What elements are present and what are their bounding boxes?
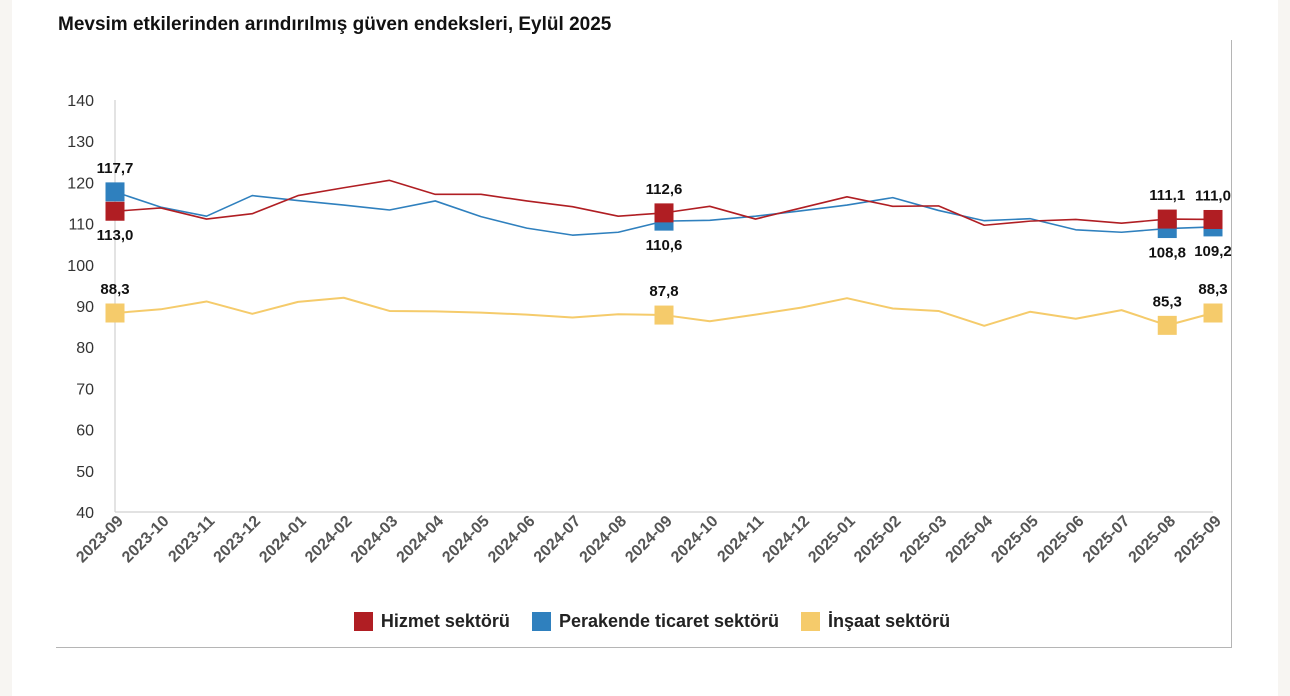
x-tick-label-2024-05: 2024-05	[439, 513, 493, 567]
decorative-border-left	[0, 0, 12, 696]
marker-hizmet-2025-08	[1157, 209, 1177, 229]
y-tick-label-60: 60	[76, 423, 94, 440]
marker-insaat-2023-09	[105, 303, 125, 323]
data-label-insaat-2025-09: 88,3	[1198, 281, 1227, 298]
decorative-border-right	[1278, 0, 1290, 696]
legend-item-hizmet[interactable]: Hizmet sektörü	[353, 611, 510, 632]
x-tick-label-2023-12: 2023-12	[211, 513, 265, 567]
x-tick-label-2025-07: 2025-07	[1080, 513, 1134, 567]
x-tick-label-2025-01: 2025-01	[805, 513, 859, 567]
y-tick-label-90: 90	[76, 299, 94, 316]
y-tick-label-110: 110	[68, 217, 94, 234]
x-tick-label-2024-06: 2024-06	[485, 513, 539, 567]
legend-label-perakende: Perakende ticaret sektörü	[558, 611, 780, 631]
x-tick-label-2025-08: 2025-08	[1126, 513, 1180, 567]
legend-label-hizmet: Hizmet sektörü	[380, 611, 510, 631]
x-tick-label-2025-04: 2025-04	[943, 513, 997, 567]
data-label-perakende-2025-09: 109,2	[1194, 243, 1232, 260]
x-tick-label-2025-09: 2025-09	[1171, 513, 1225, 567]
x-tick-label-2023-10: 2023-10	[119, 513, 173, 567]
x-tick-label-2024-10: 2024-10	[668, 513, 722, 567]
y-tick-label-50: 50	[76, 464, 94, 481]
chart-frame	[56, 40, 1232, 648]
data-label-perakende-2023-09: 117,7	[97, 160, 134, 177]
x-tick-label-2024-07: 2024-07	[531, 513, 585, 567]
x-tick-label-2024-11: 2024-11	[714, 513, 767, 566]
x-tick-label-2025-06: 2025-06	[1034, 513, 1088, 567]
chart-title: Mevsim etkilerinden arındırılmış güven e…	[58, 14, 612, 35]
legend: Hizmet sektörü Perakende ticaret sektörü…	[0, 611, 1290, 632]
y-tick-label-70: 70	[76, 381, 94, 398]
marker-insaat-2025-08	[1157, 315, 1177, 335]
x-tick-label-2025-05: 2025-05	[988, 513, 1042, 567]
marker-insaat-2024-09	[654, 305, 674, 325]
marker-insaat-2025-09	[1203, 303, 1223, 323]
y-tick-label-140: 140	[67, 93, 94, 110]
y-tick-label-80: 80	[76, 340, 94, 357]
legend-swatch-hizmet	[353, 612, 373, 631]
y-tick-label-120: 120	[67, 175, 94, 192]
x-tick-label-2024-03: 2024-03	[348, 513, 402, 567]
x-tick-label-2024-02: 2024-02	[302, 513, 356, 567]
data-label-insaat-2024-09: 87,8	[649, 283, 678, 300]
y-tick-label-40: 40	[76, 505, 94, 522]
x-tick-label-2025-03: 2025-03	[897, 513, 951, 567]
x-tick-label-2024-08: 2024-08	[577, 513, 631, 567]
data-label-hizmet-2025-09: 111,0	[1195, 187, 1231, 204]
legend-swatch-perakende	[531, 612, 551, 631]
data-label-perakende-2024-09: 110,6	[646, 237, 683, 254]
marker-perakende-2023-09	[105, 182, 125, 202]
x-tick-label-2024-04: 2024-04	[394, 513, 448, 567]
legend-swatch-insaat	[801, 612, 821, 631]
y-tick-label-100: 100	[67, 258, 94, 275]
data-label-hizmet-2024-09: 112,6	[646, 181, 683, 198]
x-tick-label-2025-02: 2025-02	[851, 513, 905, 567]
marker-hizmet-2025-09	[1203, 209, 1223, 229]
marker-hizmet-2023-09	[105, 201, 125, 221]
marker-hizmet-2024-09	[654, 203, 674, 223]
data-label-insaat-2025-08: 85,3	[1153, 293, 1182, 310]
legend-item-perakende[interactable]: Perakende ticaret sektörü	[531, 611, 780, 632]
data-label-insaat-2023-09: 88,3	[100, 281, 129, 298]
y-tick-label-130: 130	[67, 134, 94, 151]
data-label-hizmet-2025-08: 111,1	[1149, 187, 1185, 204]
data-label-hizmet-2023-09: 113,0	[97, 227, 134, 244]
x-tick-label-2024-01: 2024-01	[256, 513, 310, 567]
legend-label-insaat: İnşaat sektörü	[828, 611, 951, 631]
data-label-perakende-2025-08: 108,8	[1148, 245, 1186, 262]
x-tick-label-2023-11: 2023-11	[165, 513, 218, 566]
legend-item-insaat[interactable]: İnşaat sektörü	[801, 611, 950, 632]
x-tick-label-2024-12: 2024-12	[760, 513, 814, 567]
x-tick-label-2024-09: 2024-09	[622, 513, 676, 567]
